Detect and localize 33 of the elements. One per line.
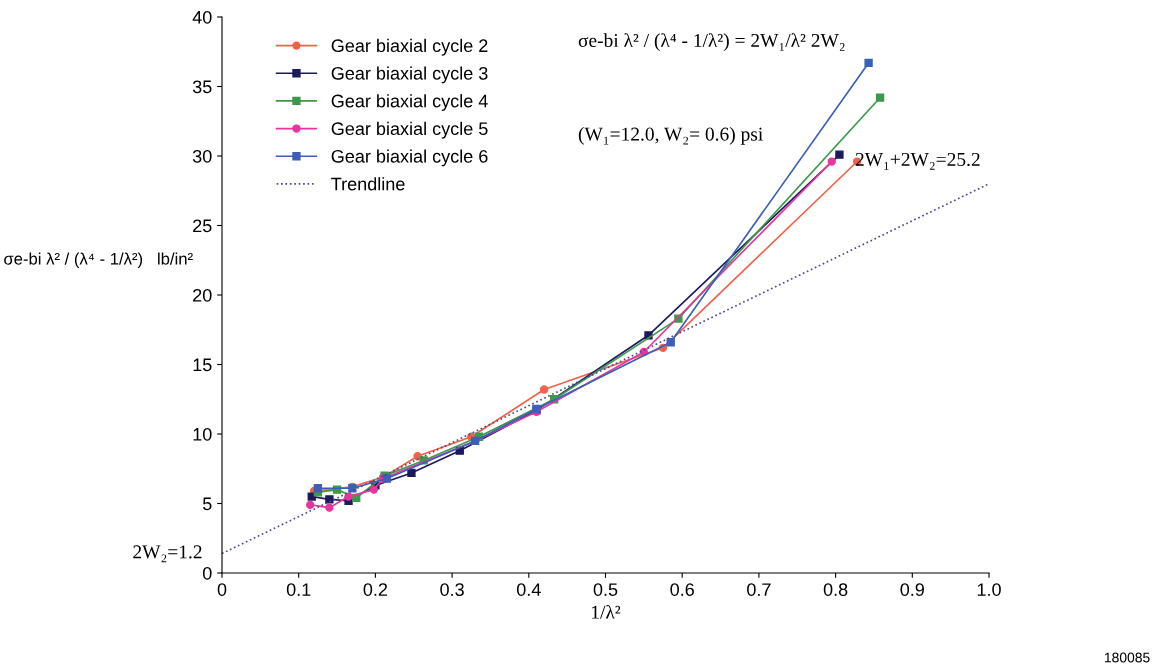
y-tick-label: 5 [202, 497, 212, 511]
x-tick-label: 0.5 [593, 583, 618, 596]
annotation: 2W₁+2W₂=25.2 [855, 152, 980, 170]
legend-label: Gear biaxial cycle 5 [331, 121, 488, 139]
y-tick-label: 25 [193, 219, 212, 233]
x-tick-label: 0.9 [900, 583, 924, 596]
x-tick-label: 1.0 [977, 583, 1001, 596]
y-tick-label: 20 [193, 288, 212, 302]
x-tick-label: 0.3 [440, 583, 464, 596]
x-tick-label: 0.7 [747, 583, 771, 596]
y-tick-label: 15 [193, 358, 212, 372]
x-tick-label: 0 [217, 583, 227, 596]
y-tick-label: 30 [192, 149, 212, 163]
x-tick-label: 0.2 [363, 583, 388, 596]
annotation: 2W₂=1.2 [133, 545, 202, 563]
legend-label: Trendline [331, 177, 405, 191]
x-tick-label: 0.6 [670, 583, 694, 596]
y-tick-label: 0 [202, 566, 212, 580]
text: 180085 [1104, 652, 1150, 663]
y-tick-label: 10 [193, 427, 212, 441]
x-tick-label: 0.8 [823, 583, 848, 596]
y-axis-title: σe-bi λ² / (λ⁴ - 1/λ²) lb/in² [4, 252, 193, 269]
legend-label: Gear biaxial cycle 3 [331, 66, 488, 84]
y-tick-label: 40 [192, 10, 212, 24]
annotation: (W₁=12.0, W₂= 0.6) psi [578, 127, 763, 145]
legend-label: Gear biaxial cycle 4 [331, 94, 488, 111]
x-tick-label: 0.4 [516, 583, 541, 596]
x-axis-title: 1/λ² [592, 604, 621, 619]
y-tick-label: 35 [192, 80, 212, 94]
legend-label: Gear biaxial cycle 6 [331, 149, 488, 167]
x-tick-label: 0.1 [286, 583, 311, 596]
annotation: σe-bi λ² / (λ⁴ - 1/λ²) = 2W₁/λ² 2W₂ [578, 33, 845, 51]
legend-label: Gear biaxial cycle 2 [331, 38, 488, 56]
